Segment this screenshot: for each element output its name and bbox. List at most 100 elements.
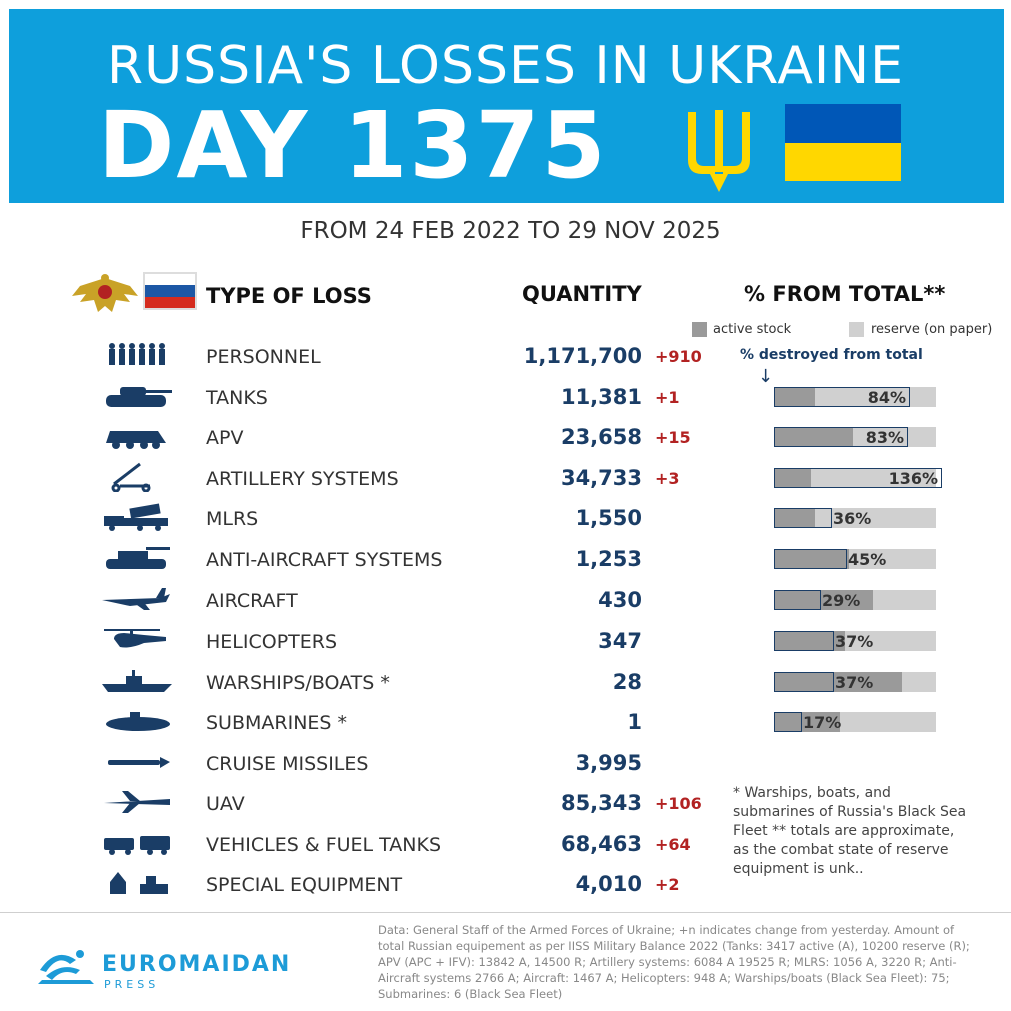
row-label: APV — [206, 427, 244, 449]
bar-percent-label: 136% — [888, 469, 938, 488]
bar-reserve — [774, 468, 936, 488]
row-label: WARSHIPS/BOATS * — [206, 672, 390, 694]
artillery-icon — [111, 462, 151, 492]
bar-percent-label: 83% — [865, 428, 904, 447]
row-quantity: 23,658 — [560, 425, 642, 449]
anti-aircraft-icon — [106, 547, 170, 569]
row-delta: +106 — [655, 794, 702, 813]
row-label: MLRS — [206, 508, 259, 530]
bar-destroyed-outline — [774, 549, 847, 569]
apc-icon — [106, 431, 166, 449]
bar-percent-label: 37% — [835, 673, 874, 692]
bar-destroyed-outline — [774, 712, 802, 732]
row-label: SUBMARINES * — [206, 712, 348, 734]
row-quantity: 347 — [598, 629, 642, 653]
bar-active — [774, 427, 853, 447]
ukraine-flag-blue — [785, 104, 901, 143]
down-arrow-icon: ↓ — [758, 366, 774, 387]
footnote: * Warships, boats, and submarines of Rus… — [733, 785, 967, 877]
mlrs-icon — [104, 503, 168, 531]
bar-destroyed-outline — [774, 387, 910, 407]
bar-active — [774, 672, 902, 692]
row-quantity: 11,381 — [560, 385, 642, 409]
brand-sub: PRESS — [104, 978, 160, 991]
row-label: CRUISE MISSILES — [206, 753, 369, 775]
legend-active-swatch — [692, 322, 707, 337]
russian-flag-icon — [143, 272, 197, 310]
bar-destroyed-outline — [774, 468, 942, 488]
row-label: VEHICLES & FUEL TANKS — [206, 834, 442, 856]
row-quantity: 34,733 — [560, 466, 642, 490]
row-delta: +1 — [655, 388, 680, 407]
drone-icon — [104, 791, 170, 813]
bar-percent-label: 36% — [833, 509, 872, 528]
row-label: HELICOPTERS — [206, 631, 338, 653]
bar-active — [774, 549, 849, 569]
jet-icon — [102, 588, 170, 610]
row-label: ANTI-AIRCRAFT SYSTEMS — [206, 549, 443, 571]
row-label: TANKS — [206, 387, 268, 409]
ukraine-flag-yellow — [785, 143, 901, 181]
tank-icon — [106, 387, 172, 407]
row-quantity: 3,995 — [575, 751, 642, 775]
bar-active — [774, 468, 811, 488]
warship-icon — [102, 670, 172, 692]
bar-percent-label: 45% — [848, 550, 887, 569]
source-note: Data: General Staff of the Armed Forces … — [378, 923, 970, 1001]
type-header: TYPE OF LOSS — [206, 284, 372, 308]
legend-reserve-swatch — [849, 322, 864, 337]
bar-active — [774, 590, 873, 610]
row-delta: +64 — [655, 835, 691, 854]
page-title: RUSSIA'S LOSSES IN UKRAINE — [106, 36, 904, 96]
bar-percent-label: 37% — [835, 632, 874, 651]
bar-percent-label: 17% — [803, 713, 842, 732]
bar-destroyed-outline — [774, 631, 834, 651]
row-delta: +3 — [655, 469, 680, 488]
row-label: PERSONNEL — [206, 346, 321, 368]
row-quantity: 68,463 — [560, 832, 642, 856]
truck-icon — [104, 836, 170, 855]
destroyed-label: % destroyed from total — [740, 347, 923, 363]
row-label: ARTILLERY SYSTEMS — [206, 468, 399, 490]
bar-active — [774, 712, 840, 732]
row-quantity: 28 — [612, 670, 642, 694]
row-label: SPECIAL EQUIPMENT — [206, 874, 403, 896]
brand-name: EUROMAIDAN — [102, 952, 292, 977]
helicopter-icon — [104, 629, 166, 648]
bar-active — [774, 631, 845, 651]
bar-active — [774, 387, 815, 407]
missile-icon — [108, 757, 170, 768]
row-quantity: 1,253 — [575, 547, 642, 571]
bar-percent-label: 84% — [867, 388, 906, 407]
row-quantity: 85,343 — [560, 791, 642, 815]
row-quantity: 4,010 — [575, 872, 642, 896]
special-equipment-icon — [110, 872, 168, 894]
row-quantity: 430 — [598, 588, 642, 612]
bar-active — [774, 508, 815, 528]
row-delta: +2 — [655, 875, 680, 894]
legend-active-label: active stock — [713, 322, 792, 337]
row-quantity: 1 — [627, 710, 642, 734]
date-range: FROM 24 FEB 2022 TO 29 NOV 2025 — [300, 218, 721, 244]
bar-percent-label: 29% — [822, 591, 861, 610]
row-quantity: 1,550 — [575, 506, 642, 530]
bar-destroyed-outline — [774, 672, 834, 692]
trident-icon — [688, 110, 750, 192]
row-delta: +15 — [655, 428, 691, 447]
row-delta: +910 — [655, 347, 702, 366]
day-counter: DAY 1375 — [98, 92, 608, 199]
soldiers-icon — [109, 343, 165, 365]
submarine-icon — [106, 712, 170, 731]
bar-destroyed-outline — [774, 427, 908, 447]
row-quantity: 1,171,700 — [523, 344, 642, 368]
percent-header: % FROM TOTAL** — [744, 282, 946, 306]
russian-emblem-icon — [72, 274, 138, 312]
legend-reserve-label: reserve (on paper) — [871, 322, 993, 337]
quantity-header: QUANTITY — [522, 282, 642, 306]
row-label: UAV — [206, 793, 245, 815]
euromaidan-logo-icon — [38, 950, 94, 984]
footer-divider — [0, 912, 1011, 913]
bar-destroyed-outline — [774, 590, 821, 610]
row-label: AIRCRAFT — [206, 590, 298, 612]
bar-destroyed-outline — [774, 508, 832, 528]
